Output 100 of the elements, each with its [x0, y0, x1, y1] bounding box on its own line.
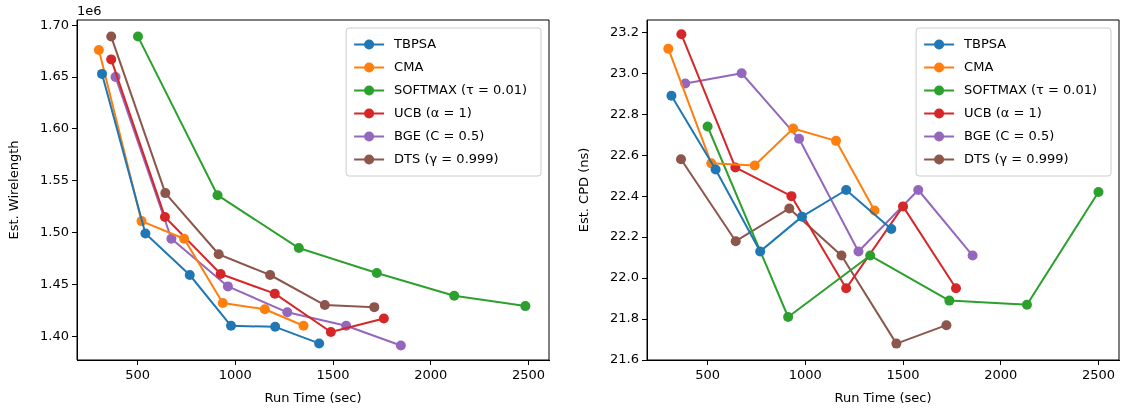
point	[967, 250, 978, 261]
point	[1093, 187, 1104, 198]
point	[395, 340, 406, 351]
point	[891, 338, 902, 349]
x-tick-label: 500	[695, 367, 720, 383]
point	[319, 300, 330, 311]
y-axis-title: Est. CPD (ns)	[576, 147, 592, 233]
point	[97, 68, 108, 79]
point	[710, 164, 721, 175]
y-tick-label: 22.0	[610, 269, 639, 285]
legend-label: SOFTMAX (τ = 0.01)	[394, 81, 528, 97]
point	[676, 154, 687, 165]
point	[730, 236, 741, 247]
point	[217, 297, 228, 308]
text: 1e6	[77, 2, 102, 18]
point	[259, 304, 270, 315]
point	[269, 288, 280, 299]
y-tick-label: 21.6	[610, 351, 639, 367]
point	[663, 43, 674, 54]
legend-label: UCB (α = 1)	[394, 104, 472, 120]
point	[179, 233, 190, 244]
point	[794, 133, 805, 144]
y-tick-label: 1.60	[40, 120, 69, 136]
point	[160, 188, 171, 199]
legend-label: DTS (γ = 0.999)	[964, 150, 1069, 166]
y-tick-label: 1.45	[40, 275, 69, 291]
x-tick-label: 500	[125, 367, 150, 383]
legend-label: BGE (C = 0.5)	[394, 127, 485, 143]
point	[944, 295, 955, 306]
x-axis-title: Run Time (sec)	[834, 389, 932, 405]
point	[369, 302, 380, 313]
y-tick-label: 1.70	[40, 16, 69, 32]
point	[132, 31, 143, 42]
y-tick-label: 22.8	[610, 105, 639, 121]
point	[898, 201, 909, 212]
point	[184, 270, 195, 280]
legend-label: DTS (γ = 0.999)	[394, 150, 499, 166]
point	[749, 160, 760, 171]
legend-label: BGE (C = 0.5)	[964, 127, 1055, 143]
point	[831, 135, 841, 146]
point	[140, 228, 151, 239]
point	[298, 320, 309, 331]
point	[796, 211, 807, 222]
x-tick-label: 1500	[886, 367, 920, 383]
point	[93, 45, 104, 56]
x-tick-label: 1500	[316, 367, 350, 383]
point	[913, 185, 924, 195]
point	[270, 321, 281, 332]
point	[314, 338, 325, 349]
legend-label: CMA	[964, 58, 994, 74]
point	[282, 307, 293, 318]
x-tick-label: 2500	[1081, 367, 1116, 383]
legend-label: TBPSA	[963, 35, 1007, 51]
point	[788, 123, 799, 134]
legend-label: SOFTMAX (τ = 0.01)	[964, 81, 1098, 97]
y-tick-label: 1.50	[40, 223, 69, 239]
point	[325, 327, 336, 338]
point	[865, 250, 876, 261]
point	[265, 270, 276, 280]
y-tick-label: 22.2	[610, 228, 639, 244]
point	[786, 191, 797, 202]
point	[841, 185, 852, 195]
point	[702, 121, 713, 132]
y-tick-label: 1.40	[40, 327, 69, 343]
point	[215, 268, 226, 279]
point	[853, 246, 864, 257]
y-tick-label: 21.8	[610, 310, 639, 326]
y-tick-label: 23.2	[610, 23, 639, 39]
legend-label: CMA	[394, 58, 424, 74]
x-tick-label: 2000	[414, 367, 448, 383]
point	[666, 90, 677, 101]
legend-label: TBPSA	[393, 35, 437, 51]
point	[106, 31, 117, 42]
point	[941, 320, 952, 331]
point	[166, 233, 177, 244]
point	[841, 283, 852, 294]
point	[676, 29, 687, 40]
point	[886, 223, 897, 234]
point	[159, 211, 170, 222]
x-axis-title: Run Time (sec)	[264, 389, 362, 405]
point	[106, 54, 117, 65]
point	[783, 311, 794, 322]
point	[755, 246, 766, 257]
point	[520, 301, 531, 312]
point	[951, 283, 961, 294]
point	[784, 203, 795, 214]
point	[378, 313, 389, 324]
point	[371, 267, 382, 278]
point	[1021, 299, 1032, 310]
x-tick-label: 1000	[218, 367, 252, 383]
point	[226, 320, 237, 331]
point	[836, 250, 847, 261]
point	[736, 68, 747, 79]
y-tick-label: 23.0	[610, 64, 639, 80]
legend-label: UCB (α = 1)	[964, 104, 1042, 120]
y-tick-label: 22.6	[610, 146, 639, 162]
y-axis-title: Est. Wirelength	[6, 140, 22, 240]
y-tick-label: 1.55	[40, 172, 69, 188]
point	[293, 243, 304, 254]
y-tick-label: 1.65	[40, 68, 69, 84]
